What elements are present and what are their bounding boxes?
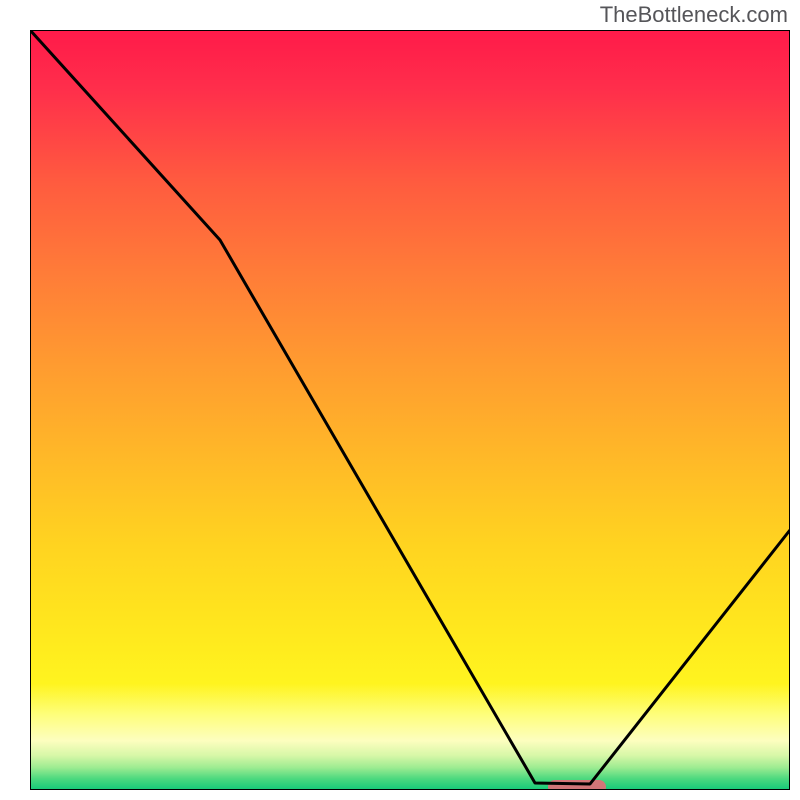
- plot-frame-rect: [30, 30, 790, 790]
- watermark-text: TheBottleneck.com: [600, 2, 788, 28]
- plot-frame: [30, 30, 790, 790]
- plot-area: [30, 30, 790, 790]
- chart-container: TheBottleneck.com: [0, 0, 800, 800]
